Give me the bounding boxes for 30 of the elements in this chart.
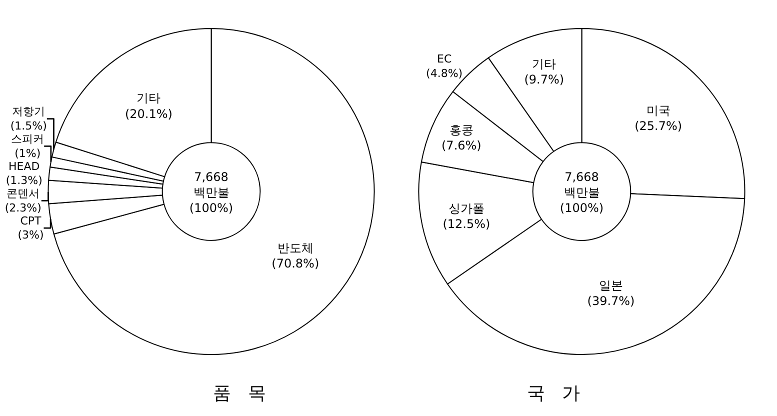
slice-label: 저항기: [12, 105, 46, 118]
slice-label: 일본: [598, 278, 623, 293]
text: 품 목: [213, 383, 266, 404]
data-label: (4.8%): [426, 66, 463, 80]
data-label: (1%): [14, 146, 41, 160]
data-label: (20.1%): [124, 106, 172, 121]
data-label: (3%): [18, 228, 44, 242]
slice-label: 콘덴서: [6, 187, 40, 200]
slice-label: 기타: [136, 91, 161, 106]
data-label: (1.3%): [6, 174, 42, 188]
data-label: (25.7%): [634, 119, 682, 134]
slice-label: 싱가폴: [448, 201, 484, 216]
data-label: (70.8%): [272, 256, 320, 271]
text: 7,668 백만불 (100%): [560, 170, 604, 216]
slice-label: 반도체: [277, 241, 314, 256]
slice-label: EC: [437, 52, 452, 66]
data-label: (9.7%): [524, 72, 564, 87]
slice-label: HEAD: [8, 160, 40, 173]
data-label: (39.7%): [587, 294, 635, 308]
slice-label: 스피커: [11, 132, 44, 146]
data-label: (7.6%): [441, 138, 482, 152]
text: 7,668 백만불 (100%): [189, 170, 234, 216]
data-label: (12.5%): [442, 216, 490, 231]
text: 국 가: [527, 383, 580, 404]
slice-label: 기타: [532, 57, 556, 72]
slice-label: 미국: [646, 103, 670, 118]
data-label: (2.3%): [4, 201, 42, 214]
slice-label: 홍콩: [449, 122, 474, 137]
data-label: (1.5%): [10, 119, 47, 132]
slice-label: CPT: [20, 214, 42, 228]
